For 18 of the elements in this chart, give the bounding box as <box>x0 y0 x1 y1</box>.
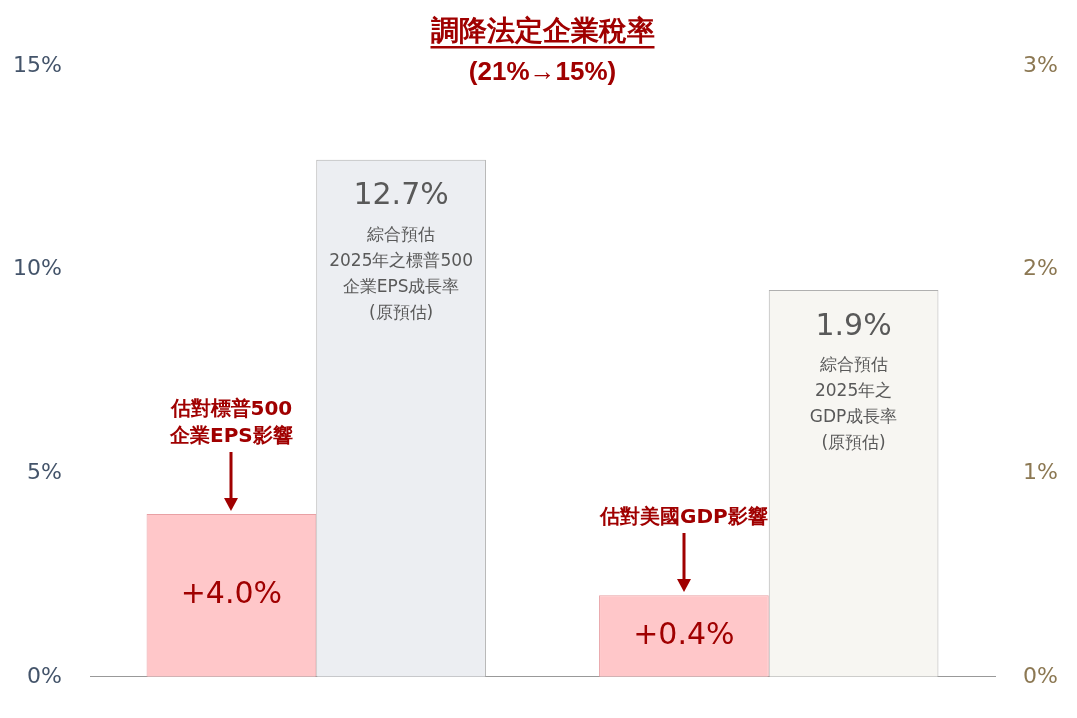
y2-tick-label: 2% <box>1023 255 1058 281</box>
y-tick-label: 0% <box>27 662 62 688</box>
data-label: 1.9% <box>815 306 892 342</box>
annotation: 綜合預估 2025年之標普500 企業EPS成長率 (原預估) <box>329 224 473 323</box>
chart-title: 調降法定企業稅率 <box>430 14 655 47</box>
annotation: 估對美國GDP影響 <box>599 504 768 529</box>
y2-tick-label: 3% <box>1023 51 1058 77</box>
y-tick-label: 10% <box>13 255 62 281</box>
y2-tick-label: 1% <box>1023 458 1058 484</box>
y-tick-label: 5% <box>27 458 62 484</box>
chart-subtitle: (21%→15%) <box>468 56 617 86</box>
y2-tick-label: 0% <box>1023 662 1058 688</box>
y-tick-label: 15% <box>13 51 62 77</box>
data-label: 12.7% <box>353 176 449 212</box>
annotation: 估對標普500 企業EPS影響 <box>169 395 293 447</box>
data-label: +0.4% <box>633 615 735 651</box>
annotation: 綜合預估 2025年之 GDP成長率 (原預估) <box>809 354 898 453</box>
data-label: +4.0% <box>180 575 283 611</box>
